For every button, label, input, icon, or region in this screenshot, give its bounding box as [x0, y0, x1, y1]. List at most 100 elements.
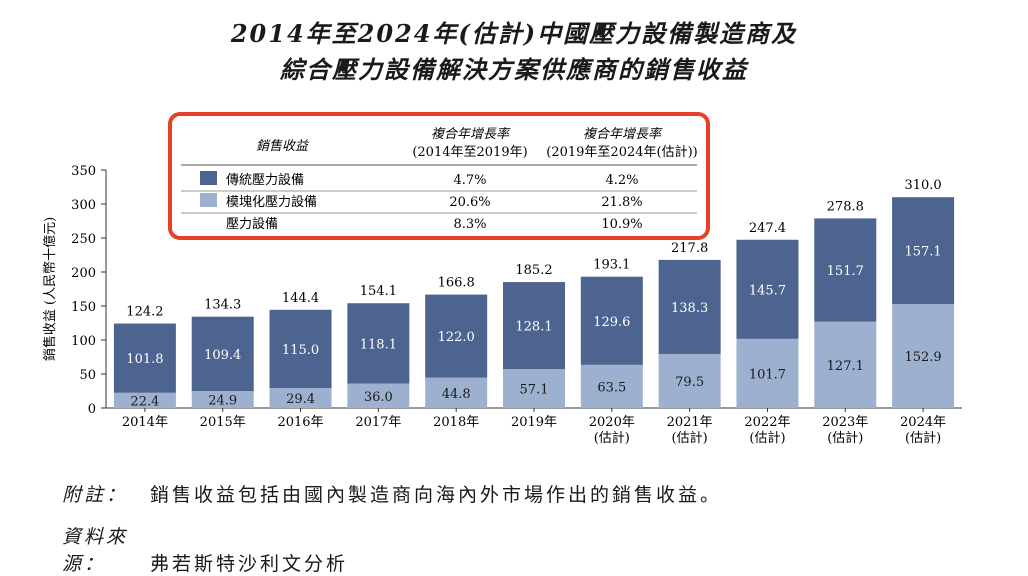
- y-tick-label: 150: [71, 300, 96, 315]
- bar-value-label-modular: 79.5: [675, 375, 704, 390]
- bar-value-label-modular: 22.4: [130, 394, 159, 409]
- legend-highlight-box: [168, 112, 710, 240]
- bar-value-label-traditional: 101.8: [126, 352, 163, 367]
- bar-segment-modular: [580, 364, 643, 408]
- bar-segment-traditional: [425, 294, 488, 378]
- legend-row-cagr1: 20.6%: [449, 195, 490, 210]
- bar-segment-modular: [736, 338, 799, 408]
- bar-value-label-modular: 63.5: [597, 380, 626, 395]
- legend-swatch: [200, 171, 217, 185]
- y-tick-label: 250: [71, 232, 96, 247]
- x-tick-label: 2015年: [200, 415, 246, 430]
- bar-total-label: 247.4: [749, 221, 786, 236]
- bar-total-label: 166.8: [438, 276, 475, 291]
- legend-row-label: 壓力設備: [226, 216, 278, 232]
- bar-value-label-traditional: 138.3: [671, 301, 708, 316]
- bar-value-label-traditional: 157.1: [904, 245, 941, 260]
- bar-value-label-traditional: 129.6: [593, 315, 630, 330]
- legend-row-cagr1: 4.7%: [453, 173, 486, 188]
- bar-total-label: 193.1: [593, 258, 630, 273]
- bar-segment-modular: [425, 377, 488, 408]
- bar-segment-modular: [503, 369, 565, 408]
- bar-value-label-traditional: 122.0: [438, 330, 475, 345]
- source-label: 資料來源：: [62, 526, 129, 575]
- source-note: 資料來源： 弗若斯特沙利文分析: [62, 522, 348, 576]
- bar-value-label-modular: 57.1: [520, 383, 549, 398]
- bar-value-label-traditional: 109.4: [204, 348, 241, 363]
- y-tick-label: 350: [71, 164, 96, 179]
- bar-value-label-traditional: 128.1: [515, 320, 552, 335]
- bar-total-label: 310.0: [904, 178, 941, 193]
- x-tick-label: 2018年: [433, 415, 479, 430]
- y-axis-label: 銷售收益 (人民幣十億元): [42, 217, 58, 361]
- bar-total-label: 185.2: [515, 263, 552, 278]
- y-tick-label: 0: [88, 402, 96, 417]
- legend-row-label: 模塊化壓力設備: [226, 194, 317, 210]
- x-tick-sublabel: (估計): [672, 430, 708, 446]
- source-text: 弗若斯特沙利文分析: [150, 553, 349, 575]
- bar-segment-modular: [347, 383, 410, 408]
- y-tick-label: 300: [71, 198, 96, 213]
- bar-segment-modular: [658, 353, 721, 408]
- legend-row-cagr2: 10.9%: [601, 217, 642, 232]
- bar-segment-traditional: [736, 239, 799, 339]
- legend-col1-sub: (2014年至2019年): [412, 145, 527, 160]
- bar-value-label-modular: 152.9: [904, 350, 941, 365]
- x-tick-label: 2014年: [122, 415, 168, 430]
- bar-value-label-modular: 127.1: [827, 359, 864, 374]
- bar-total-label: 154.1: [360, 284, 397, 299]
- bar-segment-traditional: [191, 316, 254, 392]
- bar-segment-modular: [191, 391, 254, 408]
- bar-value-label-traditional: 115.0: [282, 343, 319, 358]
- chart-title-line-1: 2014年至2024年(估計)中國壓力設備製造商及: [230, 19, 798, 48]
- legend-col2-title: 複合年增長率: [583, 126, 663, 142]
- x-tick-label: 2024年: [900, 415, 946, 430]
- legend-row-cagr1: 8.3%: [453, 217, 486, 232]
- bar-segment-traditional: [347, 303, 410, 384]
- bar-value-label-modular: 44.8: [442, 387, 471, 402]
- y-tick-label: 50: [79, 368, 96, 383]
- legend-row-label: 傳統壓力設備: [226, 172, 304, 188]
- bar-value-label-modular: 29.4: [286, 392, 315, 407]
- bar-total-label: 134.3: [204, 298, 241, 313]
- y-tick-label: 200: [71, 266, 96, 281]
- bar-segment-modular: [814, 321, 877, 408]
- footnote-text: 銷售收益包括由國內製造商向海內外市場作出的銷售收益。: [150, 484, 723, 506]
- legend-row-cagr2: 21.8%: [601, 195, 642, 210]
- x-tick-label: 2021年: [667, 415, 713, 430]
- bar-total-label: 144.4: [282, 291, 319, 306]
- x-tick-label: 2020年: [589, 415, 635, 430]
- legend-row-cagr2: 4.2%: [605, 173, 638, 188]
- bar-segment-traditional: [113, 323, 176, 393]
- bar-value-label-traditional: 151.7: [827, 264, 864, 279]
- legend-swatch: [200, 193, 217, 207]
- x-tick-label: 2017年: [355, 415, 401, 430]
- bar-segment-traditional: [658, 259, 721, 354]
- bar-segment-traditional: [580, 276, 643, 365]
- footnote: 附註： 銷售收益包括由國內製造商向海內外市場作出的銷售收益。: [62, 480, 722, 507]
- x-tick-label: 2022年: [744, 415, 790, 430]
- x-tick-label: 2019年: [511, 415, 557, 430]
- bar-segment-traditional: [892, 197, 955, 305]
- x-tick-label: 2023年: [822, 415, 868, 430]
- bar-value-label-modular: 36.0: [364, 390, 393, 405]
- chart-title-line-2: 綜合壓力設備解決方案供應商的銷售收益: [280, 55, 748, 84]
- x-tick-label: 2016年: [277, 415, 323, 430]
- bar-total-label: 278.8: [827, 199, 864, 214]
- bar-total-label: 217.8: [671, 241, 708, 256]
- bar-segment-traditional: [269, 309, 332, 389]
- x-tick-sublabel: (估計): [827, 430, 863, 446]
- bar-value-label-traditional: 145.7: [749, 283, 786, 298]
- bar-value-label-modular: 101.7: [749, 367, 786, 382]
- bar-segment-modular: [892, 304, 955, 408]
- legend-col1-title: 複合年增長率: [431, 126, 511, 142]
- bar-total-label: 124.2: [126, 305, 163, 320]
- bar-value-label-modular: 24.9: [208, 394, 237, 409]
- bar-segment-modular: [269, 388, 332, 408]
- bar-segment-traditional: [503, 282, 565, 370]
- bar-segment-traditional: [814, 218, 877, 322]
- bar-value-label-traditional: 118.1: [360, 337, 397, 352]
- footnote-label: 附註：: [62, 484, 129, 506]
- x-tick-sublabel: (估計): [905, 430, 941, 446]
